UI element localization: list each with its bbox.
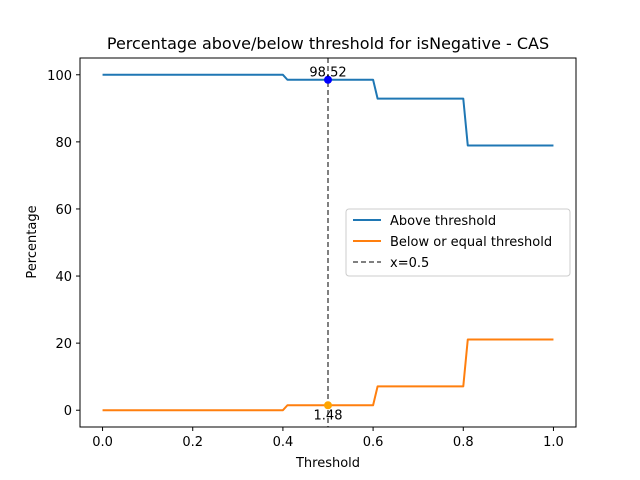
- y-tick-label: 100: [47, 69, 72, 84]
- axes-frame: [79, 57, 577, 428]
- x-tick-label: 0.8: [453, 435, 474, 450]
- y-axis-label: Percentage: [25, 205, 40, 278]
- x-tick-label: 0.4: [273, 435, 294, 450]
- legend-box: [345, 208, 571, 277]
- annotation-layer: 98.52 1.48: [309, 66, 346, 424]
- x-tick-label: 0.0: [92, 435, 113, 450]
- x-tick-label: 0.6: [363, 435, 384, 450]
- y-tick-label: 60: [55, 203, 72, 218]
- legend: Above threshold Below or equal threshold…: [345, 208, 571, 277]
- y-tick-label: 80: [55, 136, 72, 151]
- annotation-below: 1.48: [314, 408, 343, 423]
- x-axis-label: Threshold: [295, 456, 360, 471]
- legend-label-below: Below or equal threshold: [390, 235, 552, 250]
- x-tick-label: 0.2: [182, 435, 203, 450]
- series-line-above: [102, 73, 554, 147]
- annotation-above: 98.52: [309, 66, 346, 81]
- y-tick-label: 40: [55, 270, 72, 285]
- marker-below: [324, 401, 332, 410]
- y-axis: 0 20 40 60 80 100: [47, 69, 80, 419]
- legend-label-vline: x=0.5: [390, 256, 429, 271]
- marker-above: [324, 75, 332, 84]
- series-layer: [102, 58, 554, 427]
- y-tick-label: 20: [55, 337, 72, 352]
- x-axis: 0.0 0.2 0.4 0.6 0.8 1.0: [92, 427, 564, 450]
- legend-label-above: Above threshold: [390, 214, 496, 229]
- plot-area: 98.52 1.48: [79, 57, 577, 428]
- chart-title: Percentage above/below threshold for isN…: [107, 34, 549, 53]
- series-line-below: [102, 338, 554, 412]
- x-tick-label: 1.0: [543, 435, 564, 450]
- y-tick-label: 0: [64, 404, 72, 419]
